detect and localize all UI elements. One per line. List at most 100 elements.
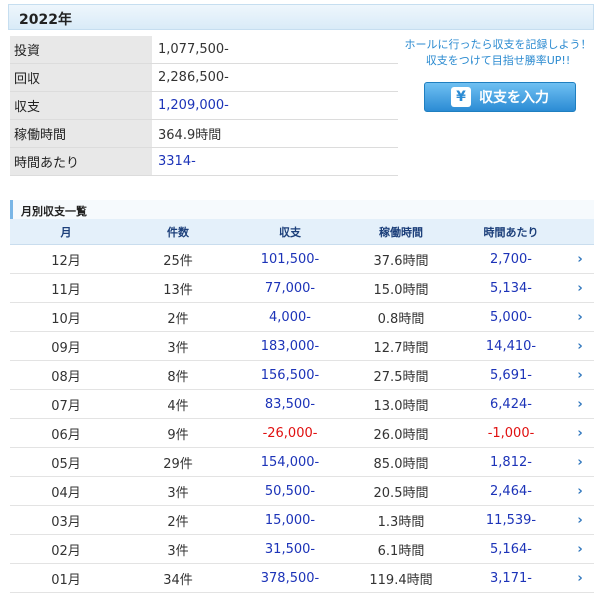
cell-count: 2件 (122, 302, 234, 332)
cell-per-hour: 5,134- (456, 273, 566, 303)
cell-per-hour: 1,812- (456, 447, 566, 477)
chevron-right-icon[interactable]: › (566, 563, 594, 593)
cell-balance: -26,000- (234, 418, 346, 448)
cell-hours: 27.5時間 (346, 360, 456, 390)
header-balance: 収支 (234, 219, 346, 245)
chevron-right-icon[interactable]: › (566, 418, 594, 448)
cell-per-hour: 11,539- (456, 505, 566, 535)
monthly-body: 12月 25件 101,500- 37.6時間 2,700- › 11月 13件 77,000-… (10, 244, 594, 593)
cell-hours: 26.0時間 (346, 418, 456, 448)
cell-hours: 0.8時間 (346, 302, 456, 332)
cell-per-hour: 5,164- (456, 534, 566, 564)
chevron-right-icon[interactable]: › (566, 273, 594, 303)
cell-balance: 183,000- (234, 331, 346, 361)
chevron-right-icon[interactable]: › (566, 331, 594, 361)
cell-balance: 101,500- (234, 244, 346, 274)
summary-row-investment: 投資 1,077,500- (10, 36, 398, 64)
cell-month: 03月 (10, 505, 122, 535)
summary-label: 投資 (10, 36, 152, 64)
summary-value: 2,286,500- (152, 63, 398, 92)
table-row[interactable]: 03月 2件 15,000- 1.3時間 11,539- › (10, 505, 594, 535)
promo-text: ホールに行ったら収支を記録しよう！収支をつけて目指せ勝率UP!! (404, 38, 592, 67)
cell-balance: 15,000- (234, 505, 346, 535)
summary-row-hours: 稼働時間 364.9時間 (10, 119, 398, 148)
summary-row-balance: 収支 1,209,000- (10, 91, 398, 120)
cell-month: 10月 (10, 302, 122, 332)
cell-per-hour: 5,000- (456, 302, 566, 332)
chevron-right-icon[interactable]: › (566, 534, 594, 564)
table-row[interactable]: 07月 4件 83,500- 13.0時間 6,424- › (10, 389, 594, 419)
cell-hours: 6.1時間 (346, 534, 456, 564)
chevron-right-icon[interactable]: › (566, 244, 594, 274)
table-row[interactable]: 11月 13件 77,000- 15.0時間 5,134- › (10, 273, 594, 303)
table-row[interactable]: 12月 25件 101,500- 37.6時間 2,700- › (10, 244, 594, 274)
summary-row-return: 回収 2,286,500- (10, 63, 398, 92)
cell-count: 3件 (122, 331, 234, 361)
cell-count: 13件 (122, 273, 234, 303)
cell-month: 11月 (10, 273, 122, 303)
cell-balance: 378,500- (234, 563, 346, 593)
cell-balance: 154,000- (234, 447, 346, 477)
chevron-right-icon[interactable]: › (566, 302, 594, 332)
input-balance-button[interactable]: ¥ 収支を入力 (424, 82, 576, 112)
table-row[interactable]: 04月 3件 50,500- 20.5時間 2,464- › (10, 476, 594, 506)
cell-count: 2件 (122, 505, 234, 535)
table-row[interactable]: 02月 3件 31,500- 6.1時間 5,164- › (10, 534, 594, 564)
cell-month: 09月 (10, 331, 122, 361)
cell-month: 06月 (10, 418, 122, 448)
cell-hours: 15.0時間 (346, 273, 456, 303)
cell-balance: 4,000- (234, 302, 346, 332)
summary-table: 投資 1,077,500- 回収 2,286,500- 収支 1,209,000… (10, 36, 398, 176)
cell-month: 08月 (10, 360, 122, 390)
chevron-right-icon[interactable]: › (566, 476, 594, 506)
cell-balance: 77,000- (234, 273, 346, 303)
cell-count: 29件 (122, 447, 234, 477)
yen-icon: ¥ (451, 87, 471, 107)
cell-count: 9件 (122, 418, 234, 448)
chevron-right-icon[interactable]: › (566, 447, 594, 477)
year-header: 2022年 (8, 4, 594, 30)
cell-hours: 1.3時間 (346, 505, 456, 535)
cell-hours: 37.6時間 (346, 244, 456, 274)
table-row[interactable]: 06月 9件 -26,000- 26.0時間 -1,000- › (10, 418, 594, 448)
cell-hours: 20.5時間 (346, 476, 456, 506)
cell-per-hour: 2,464- (456, 476, 566, 506)
cell-count: 4件 (122, 389, 234, 419)
header-spacer (566, 219, 594, 245)
summary-value: 3314- (152, 147, 398, 176)
summary-label: 回収 (10, 63, 152, 92)
table-row[interactable]: 09月 3件 183,000- 12.7時間 14,410- › (10, 331, 594, 361)
cell-count: 34件 (122, 563, 234, 593)
cell-balance: 31,500- (234, 534, 346, 564)
header-count: 件数 (122, 219, 234, 245)
cell-month: 07月 (10, 389, 122, 419)
table-row[interactable]: 01月 34件 378,500- 119.4時間 3,171- › (10, 563, 594, 593)
cell-per-hour: -1,000- (456, 418, 566, 448)
cell-balance: 83,500- (234, 389, 346, 419)
input-balance-label: 収支を入力 (479, 90, 549, 106)
summary-value: 1,209,000- (152, 91, 398, 120)
cell-month: 04月 (10, 476, 122, 506)
chevron-right-icon[interactable]: › (566, 389, 594, 419)
summary-value: 1,077,500- (152, 36, 398, 64)
table-row[interactable]: 05月 29件 154,000- 85.0時間 1,812- › (10, 447, 594, 477)
chevron-right-icon[interactable]: › (566, 360, 594, 390)
summary-row-per-hour: 時間あたり 3314- (10, 147, 398, 176)
monthly-section-title: 月別収支一覧 (10, 200, 594, 219)
cell-per-hour: 5,691- (456, 360, 566, 390)
summary-label: 稼働時間 (10, 119, 152, 148)
summary-label: 時間あたり (10, 147, 152, 176)
table-row[interactable]: 08月 8件 156,500- 27.5時間 5,691- › (10, 360, 594, 390)
cell-per-hour: 6,424- (456, 389, 566, 419)
cell-per-hour: 2,700- (456, 244, 566, 274)
cell-hours: 12.7時間 (346, 331, 456, 361)
cell-hours: 13.0時間 (346, 389, 456, 419)
cell-per-hour: 14,410- (456, 331, 566, 361)
chevron-right-icon[interactable]: › (566, 505, 594, 535)
cell-balance: 156,500- (234, 360, 346, 390)
table-row[interactable]: 10月 2件 4,000- 0.8時間 5,000- › (10, 302, 594, 332)
summary-label: 収支 (10, 91, 152, 120)
cell-count: 8件 (122, 360, 234, 390)
cell-balance: 50,500- (234, 476, 346, 506)
cell-count: 25件 (122, 244, 234, 274)
